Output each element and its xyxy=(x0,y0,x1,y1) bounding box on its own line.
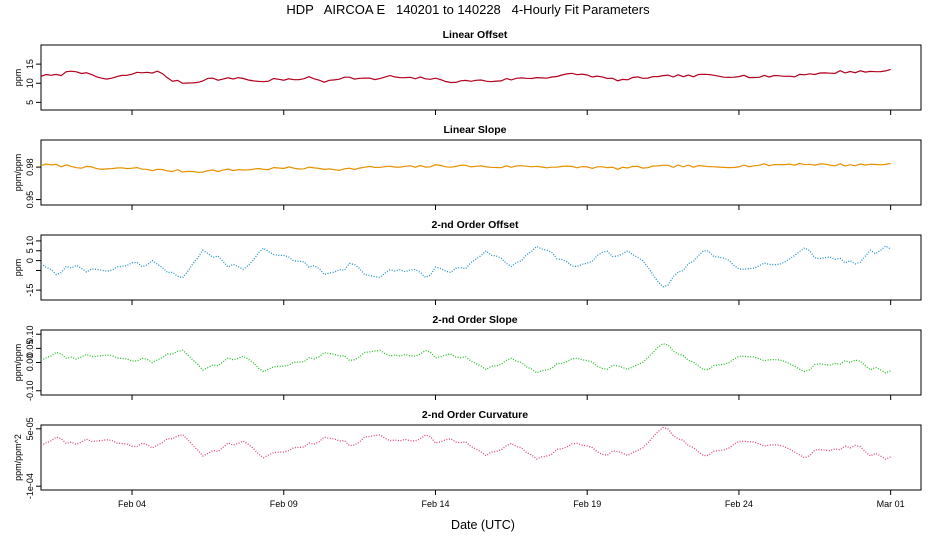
y-tick-label: 0.98 xyxy=(25,158,35,176)
y-tick-label: -0.10 xyxy=(25,381,35,402)
panel-frame xyxy=(40,329,922,396)
panel-frame xyxy=(40,44,922,111)
y-tick-label: 5e-05 xyxy=(25,417,35,440)
y-axis-label: ppm/ppm xyxy=(13,344,23,382)
x-tick-label: Feb 14 xyxy=(421,499,449,509)
series-line xyxy=(40,162,891,173)
y-tick-label: 0.95 xyxy=(25,191,35,209)
y-tick-label: 0 xyxy=(25,258,35,263)
panel-title: Linear Offset xyxy=(443,29,508,41)
y-axis-label: ppm xyxy=(13,69,23,87)
y-tick-label: 10 xyxy=(25,78,35,88)
x-tick-label: Feb 09 xyxy=(270,499,298,509)
y-axis-label: ppm xyxy=(13,259,23,277)
chart-main-title: HDP AIRCOA E 140201 to 140228 4-Hourly F… xyxy=(286,2,650,17)
panel-frame xyxy=(40,139,922,206)
series-line xyxy=(40,342,891,374)
panel-frame xyxy=(40,424,922,491)
y-tick-label: -15 xyxy=(25,284,35,297)
x-tick-label: Feb 19 xyxy=(573,499,601,509)
series-line xyxy=(40,68,891,84)
x-axis-title: Date (UTC) xyxy=(451,518,515,532)
series-line xyxy=(40,426,891,461)
y-tick-label: 10 xyxy=(25,236,35,246)
y-tick-label: 5 xyxy=(25,100,35,105)
y-tick-label: 5 xyxy=(25,248,35,253)
y-axis-label: ppm/ppm^2 xyxy=(13,434,23,481)
panel-title: 2-nd Order Offset xyxy=(432,219,519,231)
y-tick-label: -1e-04 xyxy=(25,473,35,499)
panel-title: 2-nd Order Curvature xyxy=(422,409,528,421)
panel-title: 2-nd Order Slope xyxy=(432,314,517,326)
series-line xyxy=(40,245,892,288)
x-tick-label: Mar 01 xyxy=(877,499,905,509)
x-tick-label: Feb 24 xyxy=(725,499,753,509)
panel-title: Linear Slope xyxy=(443,124,506,136)
y-tick-label: 0.10 xyxy=(25,325,35,343)
y-tick-label: 0.05 xyxy=(25,340,35,358)
panel-frame xyxy=(40,234,922,301)
x-tick-label: Feb 04 xyxy=(118,499,146,509)
y-tick-label: 15 xyxy=(25,59,35,69)
y-axis-label: ppm/ppm xyxy=(13,154,23,192)
y-tick-label: 0.00 xyxy=(25,354,35,372)
